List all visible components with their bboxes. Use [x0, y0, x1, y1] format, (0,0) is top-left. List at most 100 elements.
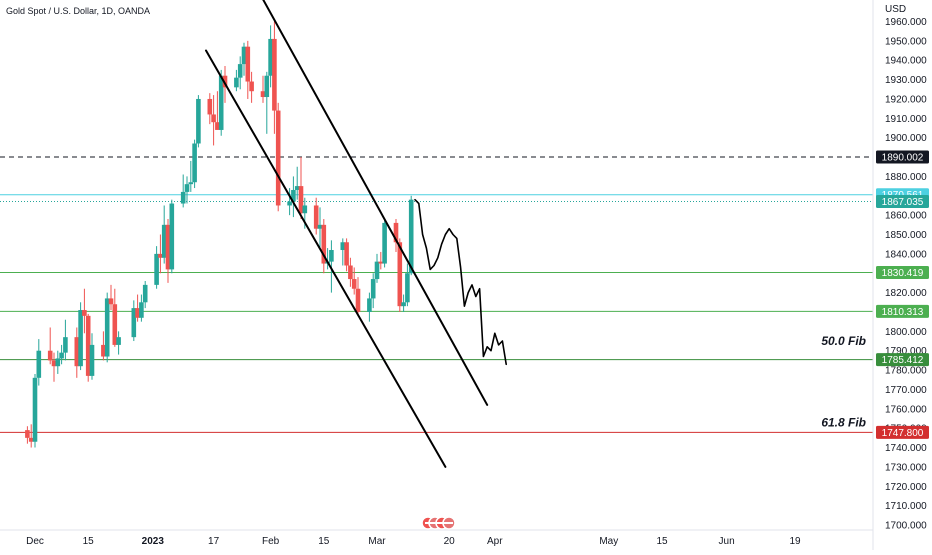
- candle[interactable]: [268, 25, 273, 88]
- candle[interactable]: [408, 195, 414, 276]
- candle[interactable]: [89, 333, 95, 380]
- candle[interactable]: [298, 157, 304, 220]
- candle[interactable]: [218, 69, 224, 136]
- candle[interactable]: [344, 238, 349, 272]
- candle[interactable]: [131, 300, 137, 342]
- candle[interactable]: [291, 176, 296, 218]
- candle[interactable]: [78, 302, 83, 371]
- y-tick-label: 1900.000: [885, 133, 927, 144]
- candle[interactable]: [287, 188, 292, 216]
- candle[interactable]: [184, 176, 190, 204]
- candle[interactable]: [85, 313, 91, 382]
- price-level-tag[interactable]: 1810.313: [876, 304, 929, 318]
- price-level-tag[interactable]: 1830.419: [876, 265, 929, 279]
- candle-body: [397, 242, 403, 307]
- candle-body: [188, 182, 194, 185]
- candle[interactable]: [272, 21, 277, 134]
- candle[interactable]: [367, 292, 372, 322]
- candle[interactable]: [55, 350, 61, 374]
- candle[interactable]: [32, 373, 38, 448]
- candle[interactable]: [370, 273, 376, 309]
- candle[interactable]: [51, 352, 57, 382]
- candle-body: [154, 253, 159, 285]
- candle[interactable]: [275, 102, 281, 212]
- price-level-tag[interactable]: 1785.412: [876, 353, 929, 367]
- y-tick-label: 1740.000: [885, 443, 927, 454]
- candle[interactable]: [25, 426, 30, 444]
- y-tick-label: 1760.000: [885, 404, 927, 415]
- candle[interactable]: [351, 267, 357, 295]
- candle[interactable]: [196, 95, 201, 148]
- candle[interactable]: [158, 234, 163, 274]
- x-tick-label: 20: [444, 536, 456, 547]
- candle[interactable]: [378, 251, 384, 270]
- candle[interactable]: [47, 327, 53, 365]
- trend-line-1[interactable]: [259, 0, 489, 406]
- candle[interactable]: [260, 75, 266, 103]
- candle[interactable]: [317, 207, 323, 251]
- trend-line-0[interactable]: [205, 49, 447, 468]
- candle[interactable]: [401, 294, 406, 312]
- candle[interactable]: [108, 284, 114, 311]
- candle[interactable]: [104, 292, 110, 363]
- time-axis[interactable]: Dec 15 2023 17 Feb 15 Mar 20 Apr May 15 Jun 19: [26, 536, 801, 547]
- candle[interactable]: [192, 139, 197, 189]
- candle-body: [28, 437, 34, 442]
- candle[interactable]: [112, 288, 118, 347]
- candle[interactable]: [188, 160, 194, 192]
- candle[interactable]: [294, 166, 300, 200]
- price-level-tag[interactable]: 1890.002: [876, 150, 929, 164]
- candle-body: [85, 315, 91, 376]
- candle-body: [47, 350, 53, 361]
- candle[interactable]: [101, 331, 106, 361]
- candle-body: [401, 302, 406, 307]
- tag-label: 1830.419: [882, 268, 924, 279]
- candle[interactable]: [313, 197, 319, 235]
- candle-body: [89, 344, 95, 376]
- candle[interactable]: [237, 56, 243, 90]
- price-level-tag[interactable]: 1867.035: [876, 195, 929, 209]
- candle[interactable]: [245, 40, 251, 99]
- candle[interactable]: [36, 339, 42, 386]
- candle-body: [101, 344, 106, 357]
- candle[interactable]: [215, 91, 220, 130]
- candle-body: [351, 279, 357, 289]
- candle[interactable]: [180, 174, 186, 208]
- candle[interactable]: [329, 240, 334, 293]
- candle[interactable]: [74, 327, 80, 378]
- candle[interactable]: [211, 95, 216, 146]
- candle[interactable]: [405, 263, 410, 307]
- candle[interactable]: [165, 219, 171, 283]
- candle[interactable]: [264, 71, 270, 134]
- projection-path[interactable]: [414, 198, 508, 366]
- candle[interactable]: [207, 93, 213, 125]
- event-flags-icon[interactable]: [421, 516, 456, 530]
- candle[interactable]: [234, 69, 239, 92]
- candle[interactable]: [393, 219, 399, 252]
- candle[interactable]: [142, 280, 148, 309]
- candle[interactable]: [139, 294, 144, 322]
- candle[interactable]: [82, 288, 87, 334]
- candle[interactable]: [169, 199, 175, 274]
- candle[interactable]: [374, 253, 380, 283]
- y-tick-label: 1860.000: [885, 211, 927, 222]
- candle[interactable]: [348, 257, 353, 287]
- candle[interactable]: [116, 331, 121, 355]
- candle[interactable]: [397, 238, 403, 312]
- candle[interactable]: [382, 219, 387, 268]
- candle[interactable]: [135, 294, 140, 322]
- candle[interactable]: [321, 219, 327, 274]
- candle[interactable]: [28, 424, 34, 448]
- candle[interactable]: [161, 205, 167, 264]
- candle-body: [268, 38, 273, 76]
- candle[interactable]: [355, 277, 361, 316]
- candle[interactable]: [249, 71, 254, 103]
- price-level-tag[interactable]: 1747.800: [876, 425, 929, 439]
- candle[interactable]: [154, 246, 159, 289]
- tag-background: [876, 304, 929, 318]
- candle[interactable]: [241, 42, 247, 76]
- candle[interactable]: [63, 319, 68, 361]
- candle[interactable]: [59, 344, 64, 365]
- candle[interactable]: [340, 238, 346, 266]
